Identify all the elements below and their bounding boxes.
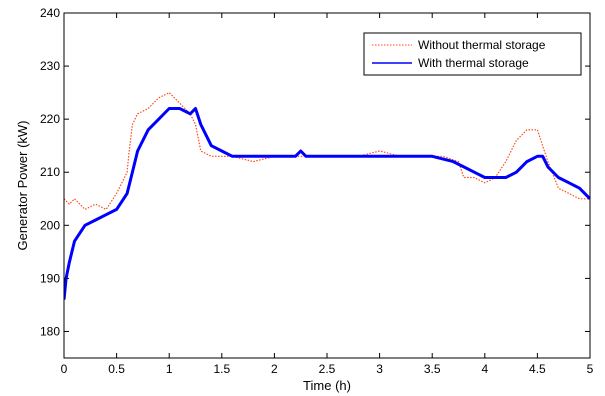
x-tick-label: 1.5	[213, 362, 230, 376]
x-tick-label: 5	[587, 362, 594, 376]
x-tick-label: 0.5	[108, 362, 125, 376]
legend-box	[363, 32, 582, 76]
x-tick-label: 0	[61, 362, 68, 376]
y-tick-label: 180	[40, 324, 60, 338]
x-tick-label: 2	[271, 362, 278, 376]
series-line-with-thermal-storage	[64, 107, 590, 300]
legend-label-with-thermal-storage: With thermal storage	[418, 56, 529, 70]
legend: Without thermal storage With thermal sto…	[363, 32, 582, 76]
y-tick-label: 230	[40, 59, 60, 73]
series-line-without-thermal-storage	[64, 91, 590, 210]
plot-lines	[64, 91, 590, 300]
y-tick-label: 190	[40, 271, 60, 285]
x-tick-label: 3.5	[424, 362, 441, 376]
y-axis-ticks: 180 190 200 210 220 230 240	[40, 6, 590, 338]
x-tick-label: 3	[376, 362, 383, 376]
x-tick-label: 2.5	[319, 362, 336, 376]
y-axis-title: Generator Power (kW)	[15, 120, 30, 250]
y-tick-label: 210	[40, 165, 60, 179]
x-tick-label: 4.5	[529, 362, 546, 376]
y-tick-label: 240	[40, 6, 60, 20]
x-axis-title: Time (h)	[303, 378, 351, 393]
x-tick-label: 4	[481, 362, 488, 376]
y-tick-label: 200	[40, 218, 60, 232]
x-tick-label: 1	[166, 362, 173, 376]
x-axis-ticks: 0 0.5 1 1.5 2 2.5 3 3.5 4 4.5 5	[61, 13, 594, 376]
legend-label-without-thermal-storage: Without thermal storage	[418, 38, 546, 52]
y-tick-label: 220	[40, 112, 60, 126]
